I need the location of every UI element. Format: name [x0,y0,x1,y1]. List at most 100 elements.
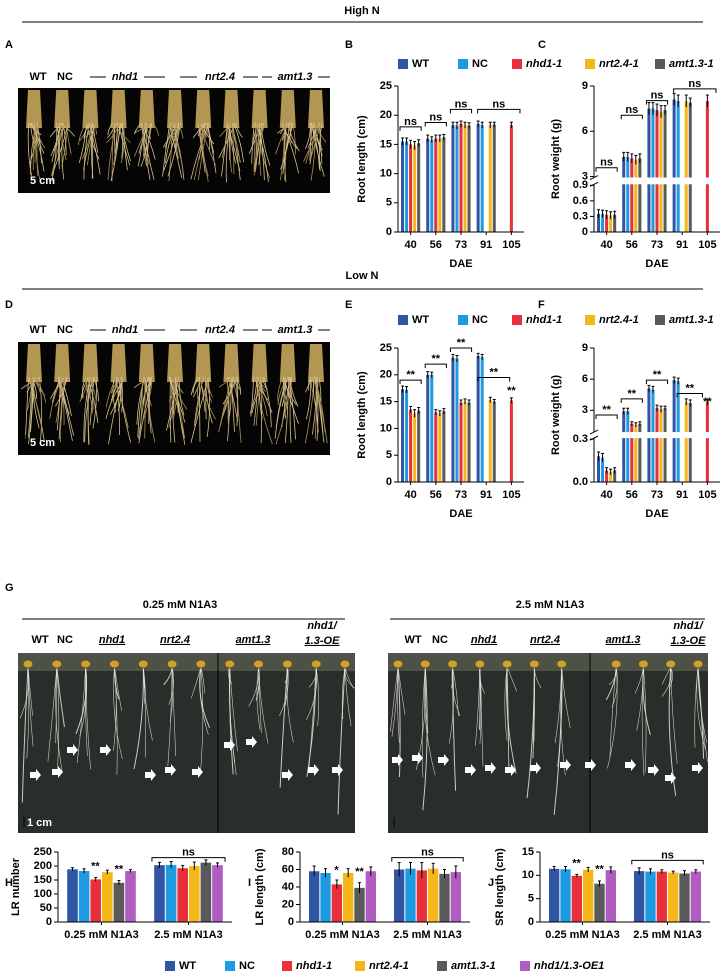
y-tick-label: 0 [46,916,52,928]
root [198,122,209,177]
bar [605,214,609,232]
root [27,122,32,177]
y-tick-label: 3 [582,170,588,182]
plant-base [223,344,240,382]
bar [488,399,492,482]
root [229,666,238,752]
root [229,666,236,764]
legend-label: nhd1-1 [526,58,562,70]
root [144,376,146,439]
x-tick-label: 91 [676,489,688,501]
root [87,376,97,405]
y-tick-label: 10 [380,168,392,180]
photo [18,653,355,833]
root [226,122,241,171]
bar [451,125,455,232]
root [140,122,153,168]
y-tick-label: 5 [386,449,392,461]
root [283,376,297,406]
root [257,376,263,397]
bar [613,470,617,482]
bar [634,159,638,232]
root [275,122,289,155]
bar [663,110,667,232]
x-tick-label: 91 [480,489,492,501]
root [79,376,89,403]
legend-swatch [520,961,530,971]
y-tick-label: 10 [522,869,534,881]
seed [51,659,63,669]
root [85,666,88,757]
root [314,376,319,439]
arrow [192,766,203,778]
bar [659,409,663,482]
legend-swatch [225,961,235,971]
root [255,122,265,169]
root [59,122,76,137]
root [173,376,179,414]
y-tick-label: 25 [380,342,392,354]
root [308,666,317,767]
root [32,122,36,163]
root [197,122,206,173]
root [311,376,318,435]
x-tick-label: 2.5 mM N1A3 [633,929,701,941]
x-tick-label: 105 [502,489,520,501]
genotype-label: WT [404,634,421,646]
legend-label: nhd1-1 [296,960,332,972]
x-tick-label: 56 [626,489,638,501]
root [305,376,315,393]
y-tick-label: 6 [582,125,588,137]
x-tick-label: 56 [626,239,638,251]
bar [212,865,223,922]
root [88,122,101,175]
root [59,376,66,443]
root [236,376,239,427]
root [479,666,482,744]
axis-break [588,432,722,439]
root [170,376,185,439]
root [311,122,325,177]
bar [331,884,342,922]
root [199,122,216,166]
root [19,666,30,719]
genotype-label: nhd1/ [673,620,704,632]
y-tick-label: 9 [582,80,588,92]
root [89,376,95,426]
bar [684,101,688,232]
root [31,376,44,431]
significance: ns [651,90,664,102]
root [263,376,272,428]
root [55,122,61,165]
seed [447,659,459,669]
root [230,376,235,432]
root [162,122,177,148]
seed [80,659,92,669]
root [258,122,261,165]
bar [622,156,626,232]
root [390,666,399,732]
root [113,666,123,759]
x-tick-label: 105 [502,239,520,251]
plant-base [26,90,42,128]
bracket [631,859,704,865]
root [21,666,29,803]
bar [492,124,496,232]
root [175,122,181,153]
y-tick-label: 200 [34,860,52,872]
bar [560,869,571,922]
bar [405,141,409,232]
bar [655,408,659,482]
bar [634,871,645,922]
bar [672,99,676,232]
arrow [52,766,63,778]
root [318,376,322,402]
y-tick-label: 5 [386,197,392,209]
root [152,122,160,136]
root [397,666,406,715]
bar [651,108,655,232]
arrow [282,769,293,781]
x-tick-label: 40 [404,489,416,501]
significance: ns [182,847,195,859]
root [58,122,61,170]
